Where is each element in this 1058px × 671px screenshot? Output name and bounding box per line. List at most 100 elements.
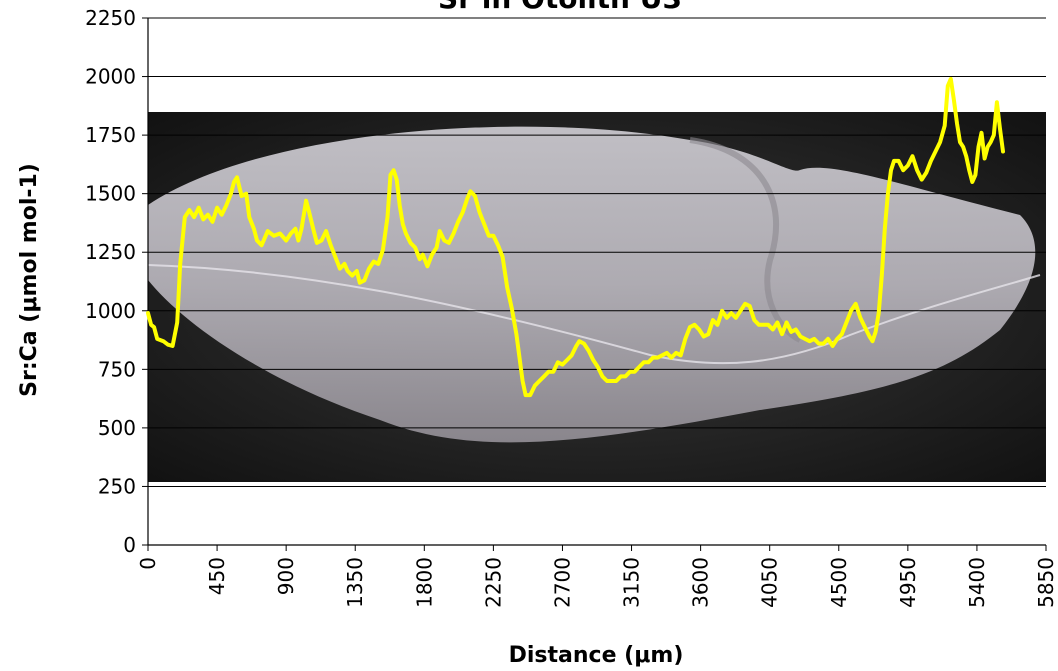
data-point: [266, 229, 270, 233]
data-point: [647, 360, 650, 364]
data-point: [582, 342, 586, 345]
data-point: [808, 339, 811, 343]
data-point: [889, 168, 893, 172]
data-point: [883, 227, 887, 231]
data-point: [831, 344, 834, 348]
data-point: [350, 274, 354, 277]
data-point: [447, 241, 451, 245]
data-point: [473, 194, 477, 198]
y-axis-title: Sr:Ca (μmol mol-1): [17, 163, 42, 397]
data-point: [794, 328, 798, 331]
data-point: [452, 232, 455, 235]
data-point: [739, 309, 742, 313]
data-point: [551, 370, 555, 374]
x-tick-label: 1800: [412, 557, 436, 608]
x-tick-label: 1350: [343, 557, 367, 608]
data-point: [835, 337, 839, 341]
y-tick-label: 0: [123, 533, 136, 557]
data-point: [570, 353, 574, 357]
x-tick-label: 3600: [689, 557, 713, 608]
y-tick-label: 500: [98, 416, 136, 440]
data-point: [871, 339, 874, 343]
data-point: [949, 77, 953, 81]
data-point: [725, 316, 729, 320]
y-tick-label: 750: [98, 357, 136, 381]
series-layer: [146, 76, 1005, 398]
data-point: [398, 204, 402, 207]
data-point: [538, 379, 541, 383]
data-point: [964, 154, 968, 158]
data-point: [229, 192, 233, 196]
data-point: [729, 311, 733, 315]
data-point: [952, 98, 956, 102]
data-point: [215, 206, 219, 210]
data-point: [748, 304, 752, 308]
data-point: [324, 229, 328, 233]
x-axis-title: Distance (μm): [509, 643, 684, 668]
data-point: [278, 232, 282, 235]
data-point: [178, 262, 182, 266]
data-point: [338, 267, 342, 270]
data-point: [980, 131, 983, 135]
data-point: [688, 325, 692, 329]
data-point: [967, 168, 971, 172]
data-point: [155, 337, 159, 341]
data-point: [757, 323, 761, 327]
data-point: [892, 159, 896, 163]
data-point: [542, 375, 546, 378]
data-point: [240, 194, 244, 198]
data-point: [438, 229, 442, 233]
otolith-photo: [148, 112, 1046, 482]
data-point: [845, 321, 848, 324]
x-tick-label: 4950: [896, 557, 920, 608]
data-point: [880, 274, 884, 277]
data-point: [812, 337, 816, 341]
data-point: [492, 234, 495, 238]
data-point: [260, 243, 263, 247]
data-point: [465, 197, 469, 200]
data-point: [496, 243, 500, 247]
data-point: [192, 215, 196, 219]
data-point: [785, 321, 788, 324]
data-point: [624, 375, 627, 378]
data-point: [610, 379, 613, 383]
data-point: [389, 173, 392, 177]
y-tick-label: 1000: [85, 299, 136, 323]
data-point: [874, 330, 877, 334]
data-point: [409, 241, 412, 245]
data-point: [307, 211, 311, 214]
data-point: [906, 164, 910, 168]
x-tick-label: 5400: [965, 557, 989, 608]
x-tick-label: 2700: [550, 557, 574, 608]
data-point: [665, 351, 669, 355]
data-point: [320, 239, 323, 242]
data-point: [565, 358, 569, 362]
data-point: [989, 140, 993, 144]
data-point: [716, 323, 719, 327]
data-point: [272, 234, 276, 238]
data-point: [840, 332, 844, 336]
data-point: [943, 124, 947, 128]
data-point: [734, 316, 738, 320]
data-point: [619, 375, 623, 378]
data-point: [386, 215, 389, 219]
data-point: [591, 358, 595, 362]
data-point: [315, 241, 319, 245]
data-point: [771, 328, 775, 331]
data-point: [149, 323, 153, 327]
data-point: [693, 323, 696, 327]
data-point: [224, 204, 228, 207]
data-point: [381, 248, 385, 252]
data-point: [152, 325, 156, 329]
data-point: [720, 309, 724, 313]
data-point: [201, 218, 205, 221]
data-point: [426, 264, 429, 268]
data-point: [343, 262, 346, 266]
data-point: [992, 133, 996, 137]
y-tick-label: 1250: [85, 240, 136, 264]
data-point: [711, 318, 715, 322]
data-point: [743, 302, 747, 306]
data-point: [854, 302, 858, 306]
data-point: [803, 337, 807, 341]
data-point: [938, 140, 942, 144]
